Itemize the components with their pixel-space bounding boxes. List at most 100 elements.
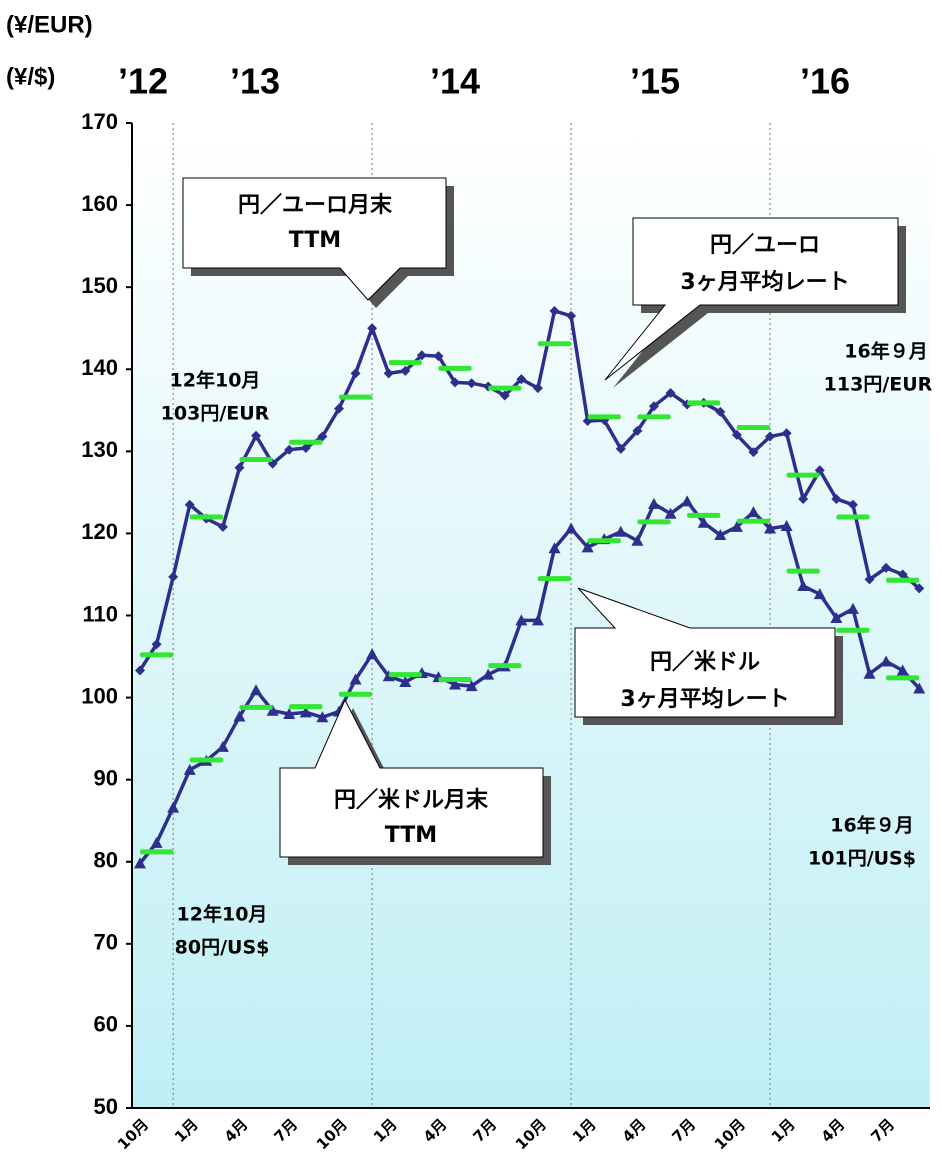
triangle-marker (880, 655, 893, 667)
diamond-marker (881, 562, 892, 573)
y-tick-label: 130 (81, 437, 118, 462)
callout-text: 円／米ドル月末 (334, 788, 489, 813)
diamond-marker (831, 493, 842, 504)
average-dash (140, 849, 174, 855)
x-tick-label: 1月 (370, 1115, 401, 1146)
triangle-marker (167, 801, 180, 813)
diamond-marker (184, 499, 195, 510)
triangle-marker (846, 602, 859, 614)
diamond-marker (897, 569, 908, 580)
x-tick-label: 10月 (512, 1115, 550, 1153)
average-dash (736, 425, 771, 431)
triangle-marker (482, 668, 495, 680)
callout-box (279, 698, 544, 858)
diamond-marker (367, 323, 378, 334)
diamond-marker (400, 365, 411, 376)
triangle-marker (647, 497, 660, 509)
annotation: 12年10月 (170, 369, 261, 392)
triangle-marker (399, 675, 412, 687)
annotation: 113円/EUR (824, 374, 933, 396)
triangle-marker (730, 520, 743, 532)
average-dash (886, 675, 920, 681)
y-tick-label: 50 (94, 1094, 118, 1119)
diamond-marker (798, 493, 809, 504)
average-dash (786, 472, 820, 478)
average-dash (338, 394, 373, 400)
average-dash (338, 691, 373, 697)
triangle-marker (134, 857, 146, 869)
triangle-marker (216, 740, 229, 752)
triangle-marker (747, 506, 760, 518)
average-dash (438, 677, 472, 683)
y-tick-label: 160 (81, 191, 118, 216)
diamond-marker (748, 447, 759, 458)
triangle-marker (150, 836, 163, 848)
callout: 円／米ドル 3ヶ月平均レート (574, 587, 843, 725)
annotation: 16年９月 (830, 814, 913, 837)
diamond-marker (632, 425, 643, 436)
diamond-marker (333, 403, 344, 414)
diamond-marker (450, 377, 461, 388)
diamond-marker (217, 521, 228, 532)
x-tick-label: 7月 (668, 1115, 699, 1146)
average-dash (289, 704, 323, 710)
average-dash (886, 577, 920, 583)
average-dash (488, 663, 522, 669)
y-axis-label: (¥/$) (6, 63, 55, 90)
callout-text: 円／ユーロ (710, 233, 820, 258)
x-tick-label: 1月 (768, 1115, 799, 1146)
triangle-marker (581, 541, 594, 553)
average-dash (388, 672, 422, 678)
y-tick-label: 150 (81, 273, 118, 298)
triangle-marker (465, 680, 478, 692)
diamond-marker (715, 406, 726, 417)
average-dash (786, 568, 820, 574)
diamond-marker (566, 310, 577, 321)
x-tick-label: 1月 (569, 1115, 600, 1146)
y-tick-label: 120 (81, 519, 118, 544)
triangle-marker (266, 704, 279, 716)
triangle-marker (449, 678, 462, 690)
callout-text: 円／米ドル (650, 650, 760, 675)
callout-text: 円／ユーロ月末 (238, 193, 393, 218)
x-tick-label: 4月 (221, 1115, 252, 1146)
average-dash (736, 518, 771, 524)
y-tick-label: 80 (94, 848, 118, 873)
average-dash (687, 400, 721, 406)
average-dash (239, 704, 273, 710)
triangle-marker (349, 673, 362, 685)
annotation: 12年10月 (177, 903, 268, 926)
diamond-marker (284, 444, 295, 455)
average-dash (537, 341, 572, 347)
average-dash (488, 385, 522, 391)
triangle-marker (299, 706, 312, 718)
triangle-marker (697, 516, 710, 528)
diamond-marker (731, 429, 742, 440)
diamond-marker (151, 639, 162, 650)
diamond-marker (847, 499, 858, 510)
triangle-marker (681, 495, 694, 507)
x-tick-label: 1月 (171, 1115, 202, 1146)
diamond-marker (383, 368, 394, 379)
diamond-marker (168, 571, 179, 582)
triangle-marker (316, 711, 329, 723)
triangle-marker (631, 534, 644, 546)
triangle-marker (183, 763, 196, 775)
callout-text: TTM (385, 823, 437, 848)
year-label: ’14 (430, 61, 480, 102)
average-dash (637, 519, 671, 525)
diamond-marker (914, 583, 925, 594)
triangle-marker (714, 529, 727, 541)
triangle-marker (813, 588, 826, 600)
y-tick-label: 70 (94, 930, 118, 955)
annotation: 80円/US$ (175, 937, 270, 959)
diamond-marker (234, 462, 245, 473)
callout-box (574, 587, 836, 718)
triangle-marker (913, 682, 926, 694)
triangle-marker (614, 525, 627, 537)
diamond-marker (466, 378, 477, 389)
diamond-marker (864, 574, 875, 585)
x-tick-label: 10月 (313, 1115, 351, 1153)
triangle-marker (233, 710, 246, 722)
